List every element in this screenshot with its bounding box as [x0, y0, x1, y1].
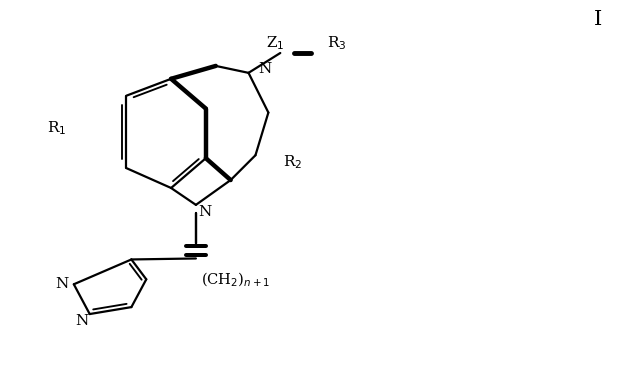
Text: Z$_1$: Z$_1$: [266, 34, 284, 52]
Text: R$_2$: R$_2$: [282, 153, 302, 171]
Text: R$_1$: R$_1$: [47, 120, 67, 137]
Text: I: I: [594, 10, 602, 29]
Text: N: N: [198, 205, 212, 219]
Text: R$_3$: R$_3$: [327, 34, 347, 52]
Text: N: N: [55, 277, 69, 291]
Text: N: N: [258, 62, 271, 76]
Text: N: N: [75, 314, 88, 328]
Text: (CH$_2$)$_{n+1}$: (CH$_2$)$_{n+1}$: [201, 270, 270, 288]
